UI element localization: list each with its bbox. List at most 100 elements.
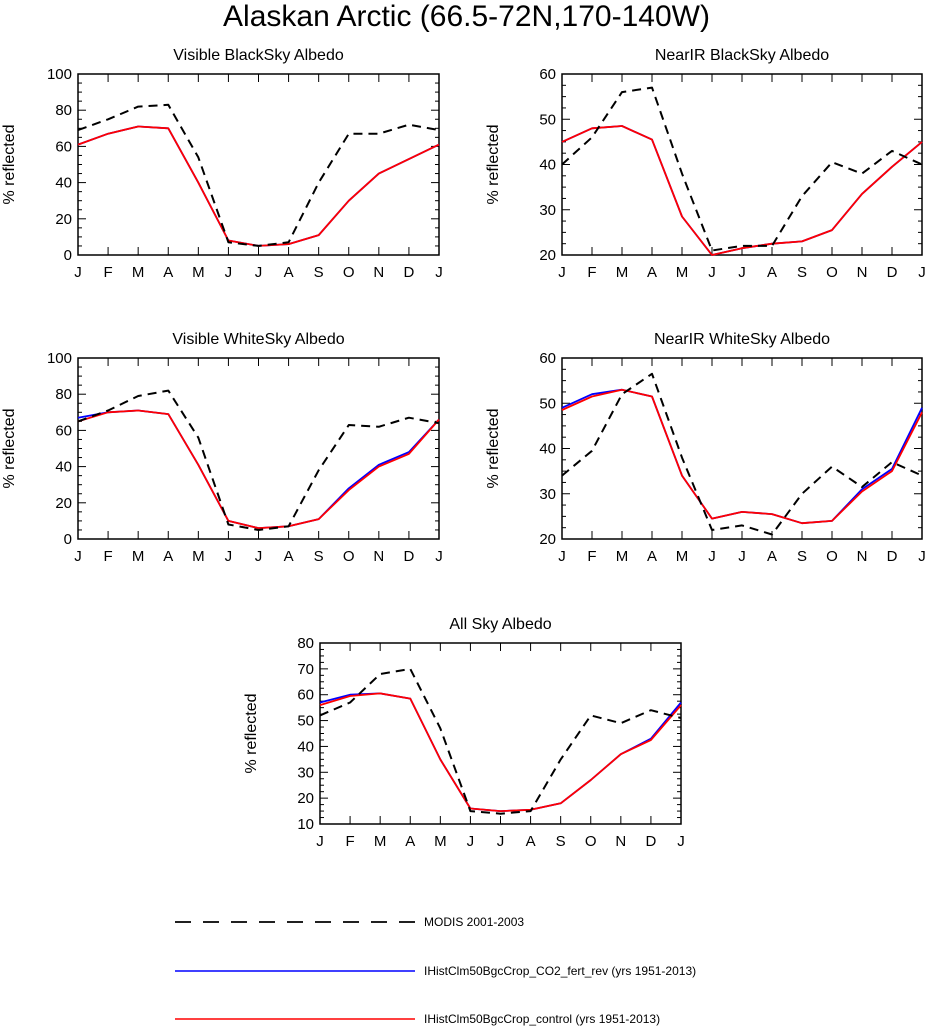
x-tick-label: J: [225, 264, 233, 281]
y-axis-label: % reflected: [1, 408, 18, 488]
x-tick-label: A: [163, 548, 173, 565]
y-tick-label: 100: [47, 66, 72, 83]
series-line-control: [561, 388, 923, 525]
x-tick-label: J: [467, 833, 475, 850]
x-tick-label: J: [74, 264, 82, 281]
x-tick-label: J: [918, 548, 926, 565]
x-tick-label: N: [857, 548, 868, 565]
series-line-obs: [561, 86, 923, 252]
x-tick-label: M: [616, 264, 629, 281]
y-tick-label: 40: [55, 175, 72, 192]
x-tick-label: N: [857, 264, 868, 281]
panel-title: All Sky Albedo: [449, 616, 551, 633]
panel-title: NearIR WhiteSky Albedo: [654, 331, 830, 348]
series-line-co2_fert_rev: [77, 125, 440, 247]
x-tick-label: J: [435, 264, 443, 281]
y-tick-label: 50: [297, 713, 314, 730]
x-tick-label: N: [373, 548, 384, 565]
legend: MODIS 2001-2003 IHistClm50BgcCrop_CO2_fer…: [175, 915, 696, 1026]
x-tick-label: J: [497, 833, 505, 850]
y-axis-label: % reflected: [243, 693, 260, 773]
x-tick-label: O: [826, 264, 838, 281]
x-tick-label: M: [676, 264, 689, 281]
series-line-obs: [561, 372, 923, 536]
x-tick-label: A: [284, 548, 294, 565]
series-line-co2_fert_rev: [77, 409, 440, 529]
series-line-control: [77, 409, 440, 529]
y-tick-label: 80: [55, 102, 72, 119]
x-tick-label: F: [345, 833, 354, 850]
y-tick-label: 80: [55, 386, 72, 403]
y-axis-label: % reflected: [485, 408, 502, 488]
x-tick-label: A: [526, 833, 536, 850]
x-tick-label: D: [645, 833, 656, 850]
y-tick-label: 50: [539, 111, 556, 128]
y-tick-label: 40: [539, 157, 556, 174]
y-tick-label: 60: [539, 350, 556, 367]
x-tick-label: S: [797, 264, 807, 281]
x-tick-label: O: [343, 548, 355, 565]
x-tick-label: J: [708, 548, 716, 565]
y-tick-label: 60: [55, 422, 72, 439]
x-tick-label: M: [132, 548, 145, 565]
y-axis-label: % reflected: [1, 124, 18, 204]
x-tick-label: J: [255, 264, 263, 281]
series-line-obs: [77, 103, 440, 247]
x-tick-label: J: [558, 264, 566, 281]
y-tick-label: 20: [55, 211, 72, 228]
series-line-obs: [77, 389, 440, 531]
y-tick-label: 100: [47, 350, 72, 367]
x-tick-label: D: [887, 548, 898, 565]
x-tick-label: S: [797, 548, 807, 565]
y-tick-label: 10: [297, 816, 314, 833]
x-tick-label: J: [918, 264, 926, 281]
y-tick-label: 80: [297, 635, 314, 652]
legend-label-control: IHistClm50BgcCrop_control (yrs 1951-2013…: [424, 1012, 660, 1026]
x-tick-label: M: [434, 833, 447, 850]
x-tick-label: S: [314, 264, 324, 281]
x-tick-label: J: [738, 264, 746, 281]
x-tick-label: J: [558, 548, 566, 565]
x-tick-label: D: [403, 548, 414, 565]
series-line-control: [561, 125, 923, 256]
x-tick-label: O: [826, 548, 838, 565]
x-tick-label: S: [556, 833, 566, 850]
x-tick-label: F: [103, 548, 112, 565]
x-tick-label: O: [343, 264, 355, 281]
plot-frame: [77, 357, 440, 540]
x-tick-label: D: [403, 264, 414, 281]
x-tick-label: A: [647, 264, 657, 281]
legend-label-co2_fert_rev: IHistClm50BgcCrop_CO2_fert_rev (yrs 1951…: [424, 964, 696, 978]
x-tick-label: A: [405, 833, 415, 850]
x-tick-label: A: [163, 264, 173, 281]
y-tick-label: 20: [55, 495, 72, 512]
y-tick-label: 40: [539, 441, 556, 458]
x-tick-label: M: [676, 548, 689, 565]
y-axis-label: % reflected: [485, 124, 502, 204]
x-tick-label: J: [74, 548, 82, 565]
x-tick-label: M: [192, 548, 205, 565]
x-tick-label: M: [132, 264, 145, 281]
x-tick-label: F: [103, 264, 112, 281]
x-tick-label: A: [284, 264, 294, 281]
panel-title: Visible WhiteSky Albedo: [172, 331, 344, 348]
panel-title: NearIR BlackSky Albedo: [655, 47, 829, 64]
y-tick-label: 20: [297, 790, 314, 807]
y-tick-label: 0: [64, 247, 72, 264]
x-tick-label: A: [767, 264, 777, 281]
x-tick-label: F: [587, 264, 596, 281]
series-line-control: [319, 692, 682, 812]
x-tick-label: M: [374, 833, 387, 850]
series-line-control: [77, 125, 440, 247]
y-tick-label: 60: [539, 66, 556, 83]
x-tick-label: J: [316, 833, 324, 850]
series-line-obs: [319, 667, 682, 815]
y-tick-label: 0: [64, 531, 72, 548]
series-line-co2_fert_rev: [561, 388, 923, 525]
y-tick-label: 50: [539, 395, 556, 412]
series-line-co2_fert_rev: [561, 125, 923, 256]
